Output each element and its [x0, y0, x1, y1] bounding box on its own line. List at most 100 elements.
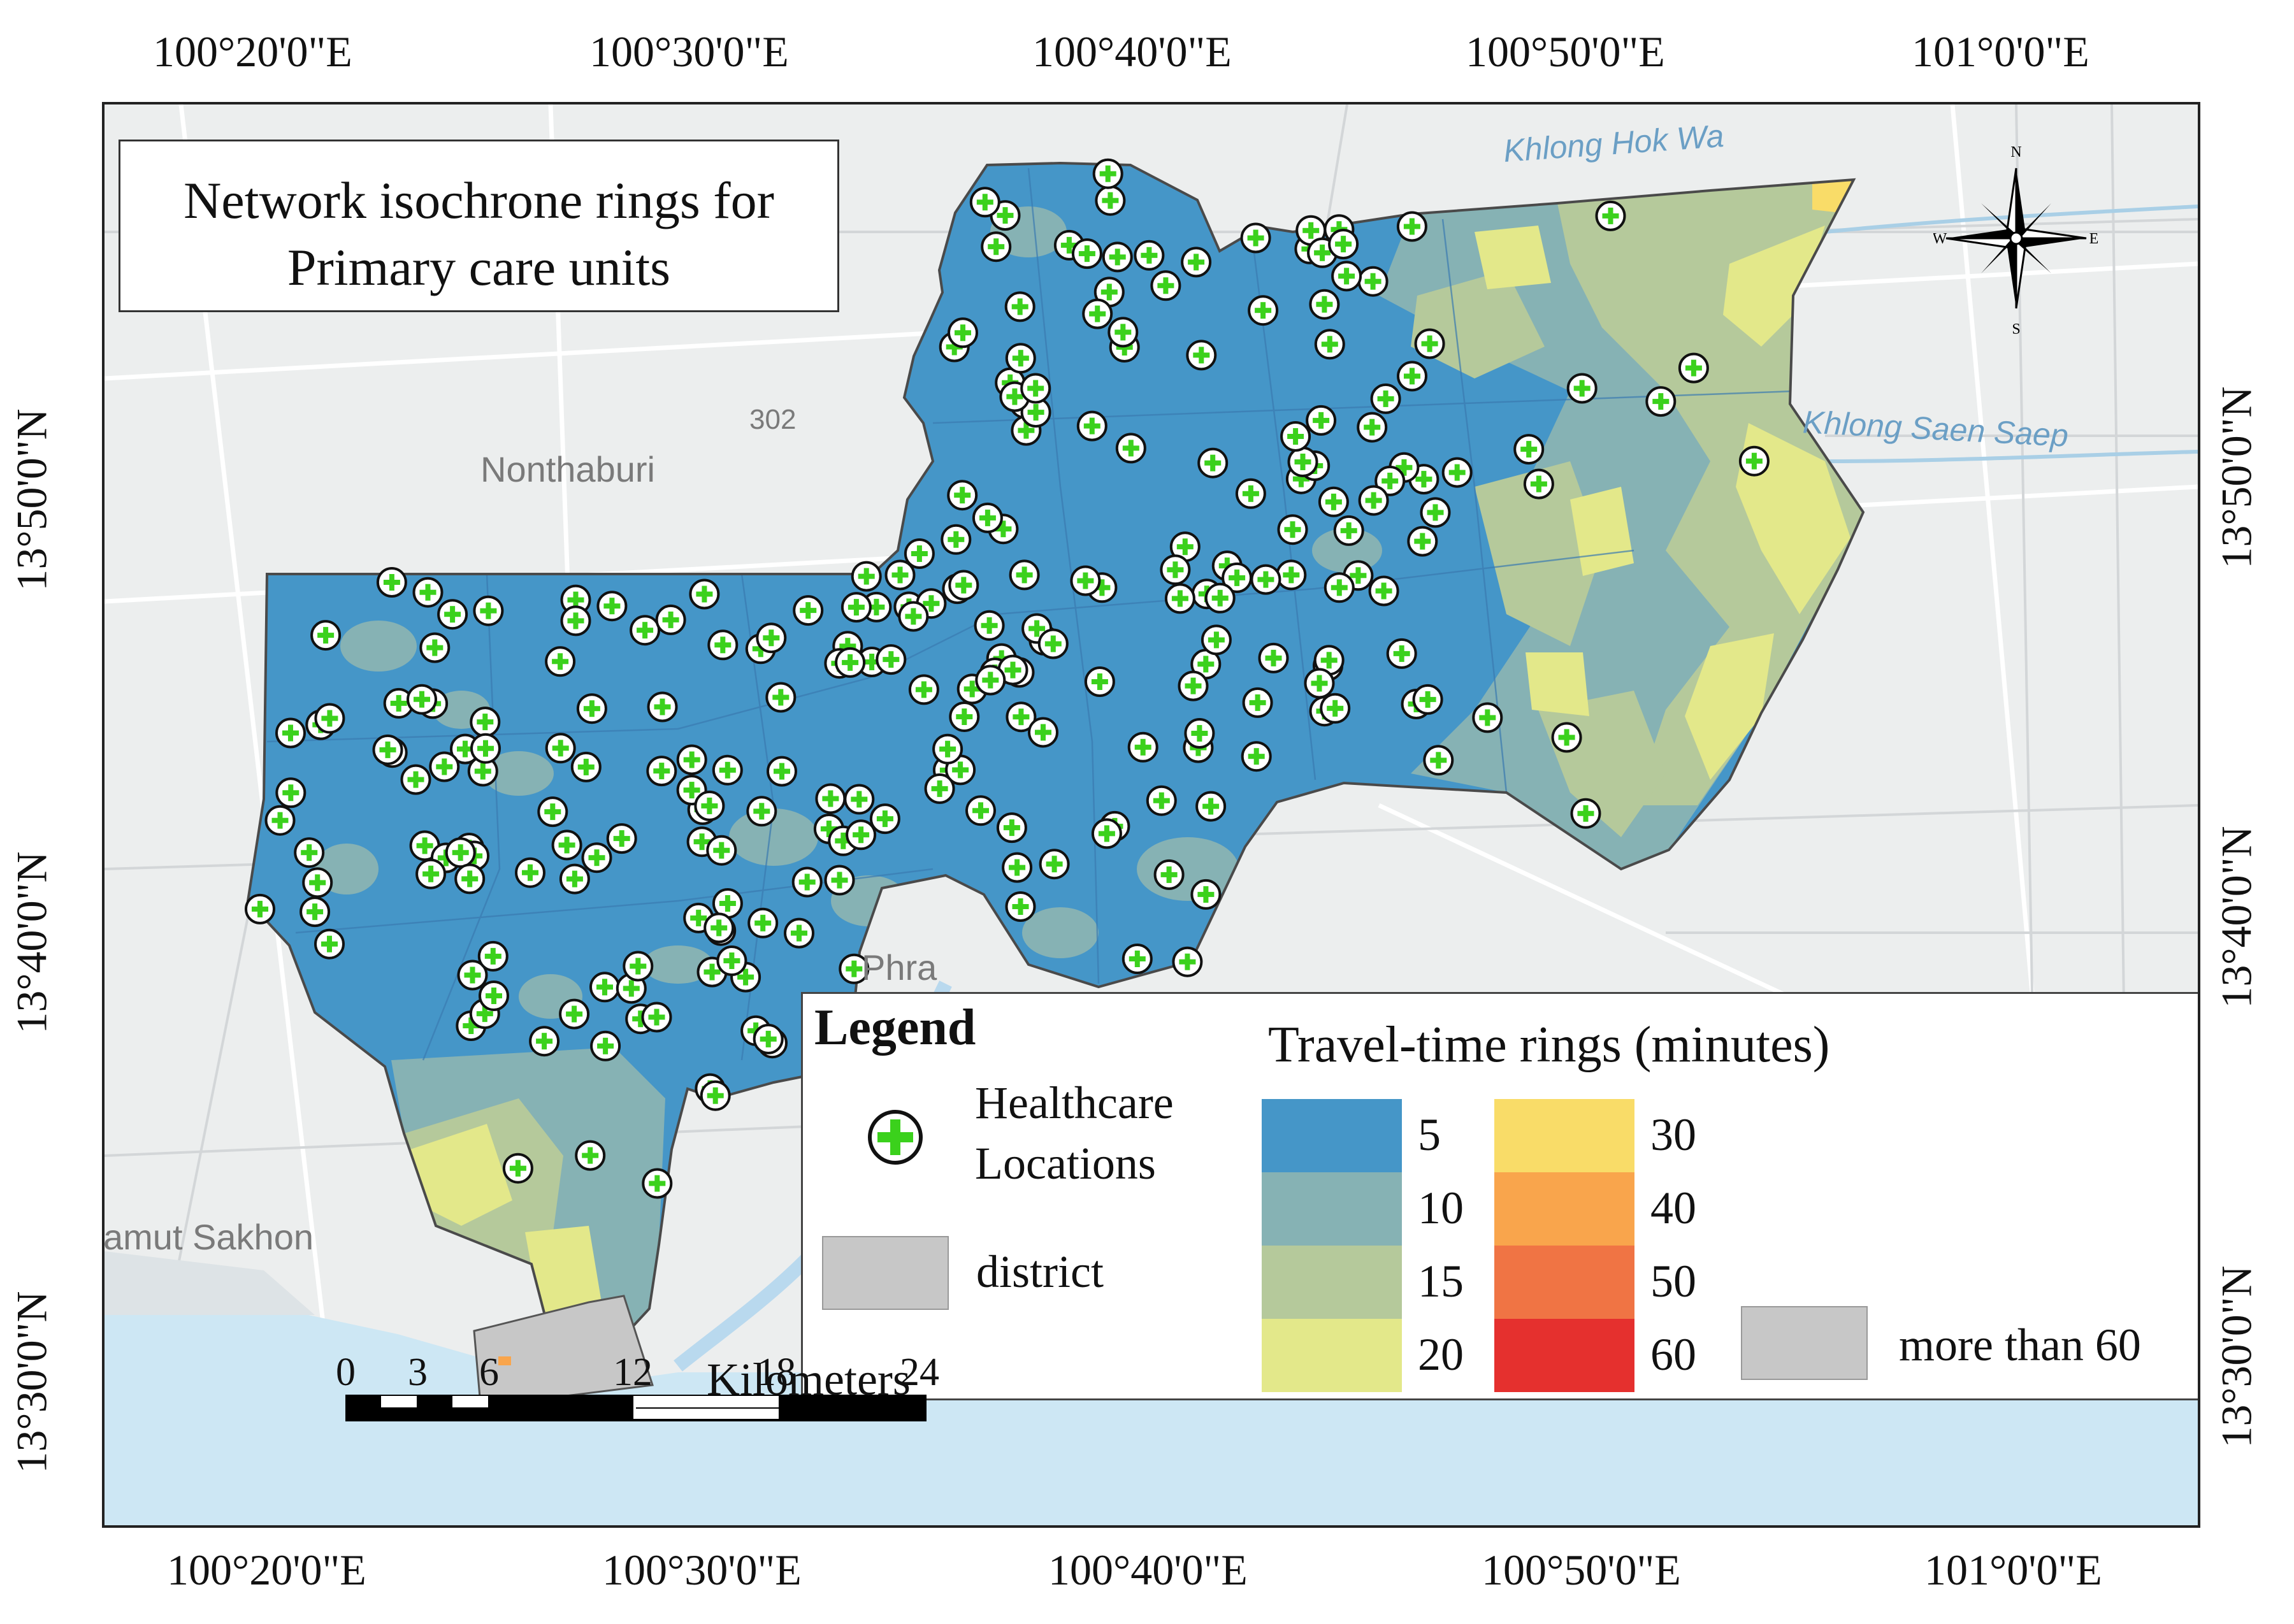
legend-title: Legend — [814, 1000, 976, 1056]
lon-tick-bottom-2: 100°30'0"E — [602, 1546, 802, 1594]
healthcare-location-marker — [1164, 583, 1195, 614]
healthcare-location-marker — [694, 790, 725, 821]
healthcare-location-marker — [1002, 852, 1033, 883]
healthcare-location-marker — [1107, 317, 1139, 348]
healthcare-location-marker — [700, 1080, 731, 1111]
healthcare-location-marker — [1368, 575, 1399, 607]
healthcare-location-marker — [1258, 642, 1289, 673]
legend-ring-label-20: 20 — [1418, 1329, 1464, 1380]
healthcare-location-marker — [793, 595, 824, 626]
scale-unit: Kilometers — [707, 1354, 911, 1405]
healthcare-location-marker — [646, 756, 677, 787]
healthcare-location-marker — [1423, 745, 1454, 776]
healthcare-location-marker — [445, 837, 476, 868]
healthcare-location-marker — [1318, 486, 1349, 517]
healthcare-location-marker — [559, 998, 590, 1030]
healthcare-location-marker — [470, 733, 501, 764]
healthcare-location-marker — [1076, 410, 1107, 442]
healthcare-location-marker — [1235, 478, 1266, 509]
healthcare-location-marker — [1091, 818, 1122, 849]
healthcare-location-marker — [576, 693, 607, 724]
legend-healthcare-line-1: Healthcare — [975, 1077, 1174, 1128]
healthcare-location-marker — [1358, 485, 1389, 516]
healthcare-location-marker — [537, 796, 568, 828]
healthcare-location-marker — [415, 858, 447, 889]
healthcare-location-marker — [1304, 668, 1335, 699]
healthcare-location-marker — [948, 570, 979, 601]
healthcare-location-marker — [559, 863, 590, 895]
legend-ring-swatch-30 — [1494, 1099, 1634, 1172]
legend-ring-label-15: 15 — [1418, 1256, 1464, 1307]
healthcare-location-marker — [1295, 215, 1327, 246]
healthcare-location-marker — [1407, 526, 1438, 557]
healthcare-location-marker — [835, 647, 866, 678]
healthcare-location-marker — [949, 701, 980, 732]
legend-ring-swatch-50 — [1494, 1246, 1634, 1319]
map-title-line-1: Network isochrone rings for — [184, 171, 774, 229]
map-canvas — [105, 104, 2198, 1525]
healthcare-location-marker — [1595, 200, 1626, 231]
healthcare-location-marker — [376, 567, 407, 598]
green-cross-circle-icon — [868, 1110, 923, 1165]
healthcare-location-marker — [275, 777, 307, 808]
healthcare-location-marker — [1414, 328, 1445, 359]
healthcare-location-marker — [975, 665, 1006, 696]
healthcare-location-marker — [560, 584, 591, 615]
healthcare-location-marker — [454, 863, 486, 895]
healthcare-location-marker — [1472, 702, 1503, 733]
healthcare-location-marker — [1396, 211, 1427, 242]
healthcare-location-marker — [1184, 718, 1215, 749]
healthcare-location-marker — [515, 857, 545, 888]
map-frame: Nonthaburi Phra amut Sakhon 302 Khlong H… — [102, 102, 2200, 1528]
healthcare-location-marker — [606, 823, 637, 854]
healthcare-location-marker — [630, 615, 661, 646]
healthcare-location-marker — [1306, 405, 1337, 436]
healthcare-location-marker — [1102, 241, 1133, 273]
healthcare-location-marker — [948, 317, 978, 349]
lat-tick-right-3: 13°30'0"N — [2212, 1265, 2261, 1448]
healthcare-location-marker — [372, 734, 403, 765]
scale-label-12: 12 — [613, 1351, 653, 1394]
healthcare-location-marker — [1240, 222, 1271, 254]
healthcare-location-marker — [1186, 340, 1217, 371]
healthcare-location-marker — [974, 610, 1005, 641]
healthcare-location-marker — [1070, 565, 1101, 596]
healthcare-location-marker — [1146, 785, 1177, 816]
healthcare-location-marker — [1122, 944, 1153, 974]
healthcare-location-marker — [412, 577, 444, 608]
scale-label-18: 18 — [756, 1351, 796, 1394]
legend-more-than-60-swatch — [1741, 1306, 1868, 1380]
healthcare-location-marker — [310, 620, 342, 651]
healthcare-location-marker — [689, 578, 720, 610]
lon-tick-top-1: 100°20'0"E — [153, 27, 352, 76]
healthcare-location-marker — [941, 524, 972, 555]
legend-ring-swatch-20 — [1262, 1319, 1402, 1392]
legend-ring-swatch-40 — [1494, 1172, 1634, 1246]
healthcare-location-marker — [1242, 687, 1273, 718]
legend-rings-title: Travel-time rings (minutes) — [1268, 1017, 1830, 1073]
healthcare-location-marker — [753, 1023, 784, 1054]
place-label-samut-sakhon: amut Sakhon — [103, 1217, 314, 1257]
healthcare-location-marker — [1020, 373, 1051, 404]
healthcare-location-marker — [1181, 247, 1212, 278]
healthcare-location-marker — [1134, 240, 1165, 271]
healthcare-location-marker — [1084, 666, 1115, 697]
healthcare-location-marker — [1570, 798, 1601, 829]
healthcare-location-marker — [1309, 289, 1340, 320]
healthcare-location-marker — [791, 866, 823, 898]
legend-ring-label-60: 60 — [1650, 1329, 1696, 1380]
healthcare-location-marker — [470, 707, 501, 738]
healthcare-location-marker — [1037, 628, 1069, 659]
healthcare-location-marker — [1331, 261, 1362, 292]
healthcare-location-marker — [846, 819, 877, 851]
healthcare-location-marker — [1005, 343, 1036, 374]
healthcare-location-marker — [1127, 731, 1158, 763]
legend-district-swatch — [822, 1236, 949, 1310]
healthcare-location-marker — [1082, 298, 1113, 329]
scale-label-0: 0 — [336, 1351, 356, 1394]
lon-tick-top-3: 100°40'0"E — [1032, 27, 1232, 76]
healthcare-location-marker — [502, 1153, 533, 1184]
healthcare-location-marker — [746, 796, 777, 827]
healthcare-location-marker — [1201, 624, 1232, 656]
healthcare-location-marker — [407, 684, 437, 715]
